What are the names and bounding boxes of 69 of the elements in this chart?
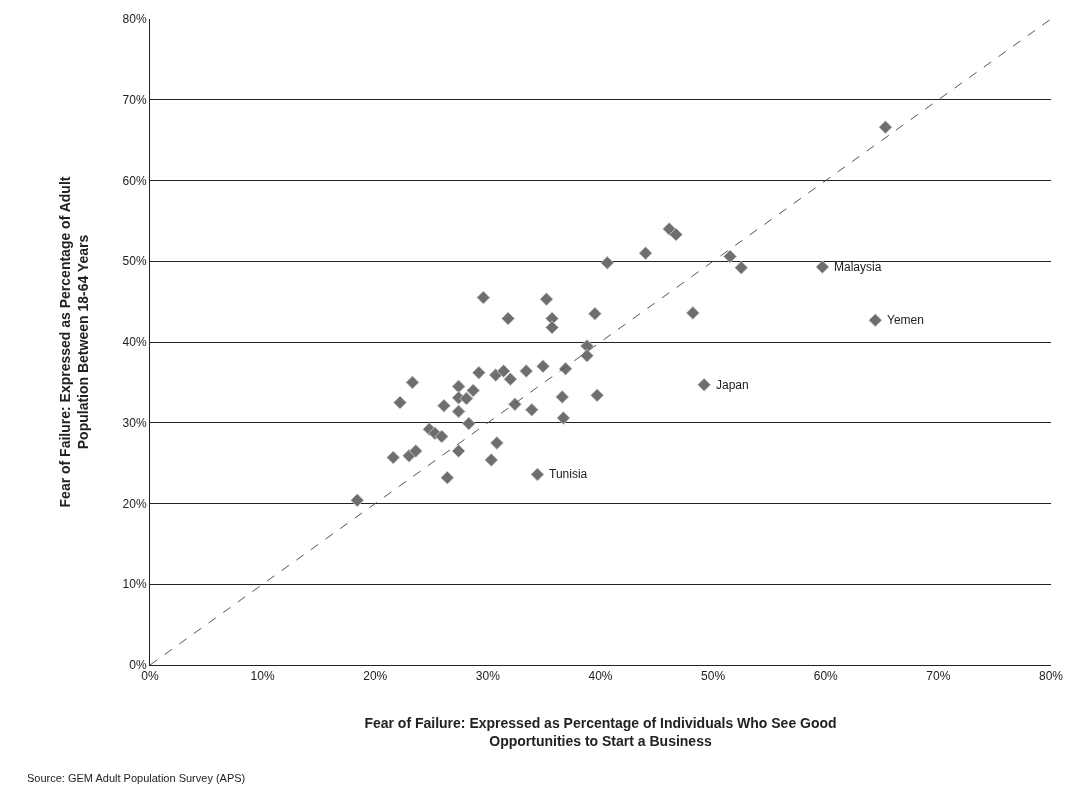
annotation: Tunisia bbox=[549, 467, 588, 481]
point bbox=[405, 375, 420, 390]
y-tick-label: 70% bbox=[122, 92, 147, 107]
point bbox=[723, 249, 737, 264]
point bbox=[734, 260, 749, 275]
point bbox=[350, 493, 365, 508]
point bbox=[697, 377, 712, 392]
point bbox=[536, 359, 550, 374]
point bbox=[662, 222, 677, 236]
annotation: Japan bbox=[716, 378, 749, 392]
y-tick-label: 50% bbox=[122, 254, 147, 269]
point bbox=[434, 429, 449, 444]
y-tick-label: 30% bbox=[122, 415, 147, 430]
point bbox=[484, 453, 499, 467]
point bbox=[587, 306, 602, 321]
point bbox=[815, 260, 830, 274]
point bbox=[590, 388, 605, 403]
point bbox=[503, 372, 518, 387]
x-tick-label: 60% bbox=[813, 669, 839, 684]
point bbox=[459, 391, 474, 406]
point bbox=[461, 416, 476, 431]
point bbox=[437, 398, 451, 413]
y-tick-label: 40% bbox=[122, 335, 147, 350]
point bbox=[471, 365, 486, 380]
point bbox=[466, 383, 481, 398]
x-tick-label: 10% bbox=[250, 669, 275, 684]
x-tick-label: 70% bbox=[926, 669, 951, 684]
x-tick-label: 0% bbox=[141, 669, 159, 684]
point bbox=[539, 292, 554, 307]
point bbox=[669, 227, 683, 242]
annotation: Malaysia bbox=[834, 260, 882, 274]
point bbox=[393, 395, 407, 410]
point bbox=[451, 444, 466, 458]
point bbox=[524, 402, 539, 417]
point bbox=[488, 368, 503, 383]
y-tick-label: 80% bbox=[122, 12, 147, 27]
x-tick-label: 40% bbox=[588, 669, 613, 684]
point bbox=[600, 255, 615, 270]
point bbox=[868, 313, 883, 328]
x-axis-title: Fear of Failure: Expressed as Percentage of Individuals Who See Good Opportunities to Start a Business bbox=[364, 714, 837, 749]
x-tick-label: 20% bbox=[363, 669, 388, 684]
annotation: Yemen bbox=[887, 313, 924, 327]
point bbox=[508, 397, 522, 412]
point bbox=[489, 436, 504, 450]
y-tick-label: 10% bbox=[122, 577, 147, 592]
point bbox=[386, 450, 401, 465]
point bbox=[878, 120, 893, 135]
point bbox=[501, 311, 516, 326]
y-tick-label: 60% bbox=[122, 173, 147, 188]
source-note: Source: GEM Adult Population Survey (APS) bbox=[27, 772, 246, 784]
point bbox=[451, 379, 466, 394]
point bbox=[440, 470, 455, 485]
point bbox=[530, 467, 545, 482]
point bbox=[638, 246, 653, 261]
x-tick-label: 80% bbox=[1038, 669, 1064, 684]
point bbox=[556, 411, 571, 425]
point bbox=[496, 364, 511, 378]
y-axis-title: Fear of Failure: Expressed as Percentage of Adult Population Between 18-64 Years bbox=[56, 176, 92, 508]
point bbox=[451, 404, 466, 419]
point bbox=[408, 444, 423, 458]
point bbox=[545, 320, 559, 335]
y-tick-label: 20% bbox=[122, 496, 147, 511]
point bbox=[519, 364, 534, 378]
x-tick-label: 50% bbox=[701, 669, 726, 684]
point bbox=[555, 390, 570, 404]
point bbox=[476, 290, 491, 305]
x-tick-label: 30% bbox=[475, 669, 501, 684]
point bbox=[580, 348, 594, 363]
point bbox=[685, 306, 700, 320]
